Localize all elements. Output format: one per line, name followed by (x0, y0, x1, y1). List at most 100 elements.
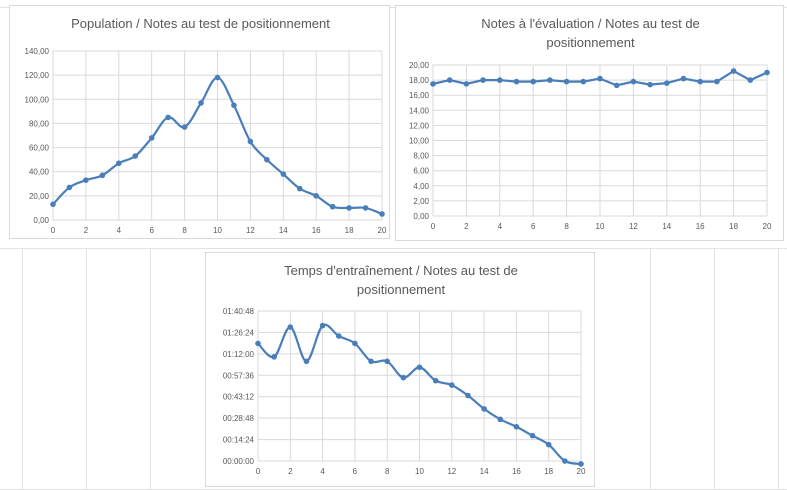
y-tick-label: 01:40:48 (223, 307, 255, 316)
x-tick-label: 10 (415, 467, 424, 476)
data-point[interactable] (66, 184, 73, 191)
data-point[interactable] (165, 114, 171, 121)
data-point[interactable] (730, 68, 737, 74)
y-tick-label: 01:12:00 (223, 350, 255, 359)
chart-title: Population / Notes au test de positionne… (71, 16, 330, 31)
data-point[interactable] (116, 160, 122, 167)
y-tick-label: 00:28:48 (223, 414, 255, 423)
data-point[interactable] (529, 432, 536, 439)
x-tick-label: 16 (312, 226, 321, 235)
data-point[interactable] (547, 77, 553, 83)
y-tick-label: 100,00 (25, 95, 50, 104)
data-point[interactable] (255, 340, 261, 347)
data-point[interactable] (480, 77, 486, 83)
x-tick-label: 0 (51, 226, 56, 235)
data-point[interactable] (231, 102, 237, 109)
data-point[interactable] (362, 205, 369, 211)
data-point[interactable] (287, 324, 294, 330)
y-tick-label: 6,00 (413, 167, 429, 176)
plot-area (52, 50, 383, 221)
data-point[interactable] (271, 354, 277, 360)
data-point[interactable] (545, 441, 552, 448)
data-point[interactable] (764, 69, 770, 76)
data-point[interactable] (132, 153, 139, 159)
y-tick-label: 20,00 (29, 192, 50, 201)
x-tick-label: 18 (544, 467, 553, 476)
data-point[interactable] (513, 78, 520, 85)
data-point[interactable] (563, 78, 570, 85)
data-point[interactable] (530, 78, 536, 85)
data-point[interactable] (400, 374, 407, 381)
chart-title: Temps d'entraînement / Notes au test de (284, 263, 518, 278)
y-tick-label: 18,00 (409, 76, 430, 85)
data-point[interactable] (465, 392, 471, 399)
x-tick-label: 0 (431, 222, 436, 231)
data-point[interactable] (697, 78, 703, 85)
data-point[interactable] (497, 416, 504, 423)
y-tick-label: 00:43:12 (223, 393, 255, 402)
training-time-chart[interactable]: Temps d'entraînement / Notes au test de p… (205, 252, 595, 487)
x-tick-label: 20 (378, 226, 387, 235)
data-point[interactable] (562, 458, 568, 464)
plot-area (432, 64, 768, 217)
data-point[interactable] (481, 406, 487, 412)
data-point[interactable] (416, 364, 423, 371)
data-point[interactable] (264, 156, 270, 163)
data-point[interactable] (630, 78, 637, 85)
data-point[interactable] (432, 377, 439, 384)
y-tick-label: 0,00 (413, 212, 429, 221)
data-point[interactable] (384, 358, 390, 365)
data-point[interactable] (680, 75, 687, 82)
x-tick-label: 6 (353, 467, 358, 476)
data-point[interactable] (379, 211, 385, 217)
data-point[interactable] (83, 177, 89, 183)
data-point[interactable] (148, 135, 155, 141)
x-tick-label: 10 (596, 222, 605, 231)
data-point[interactable] (303, 358, 310, 365)
data-point[interactable] (99, 172, 106, 179)
data-point[interactable] (346, 205, 352, 211)
data-point[interactable] (335, 333, 342, 339)
data-point[interactable] (597, 75, 603, 82)
y-tick-label: 16,00 (409, 91, 430, 100)
data-point[interactable] (181, 124, 188, 130)
data-point[interactable] (449, 382, 455, 388)
data-point[interactable] (613, 82, 620, 89)
x-tick-label: 16 (512, 467, 521, 476)
chart-title: positionnement (546, 35, 635, 50)
x-tick-label: 4 (320, 467, 325, 476)
data-point[interactable] (463, 81, 470, 87)
data-point[interactable] (497, 77, 503, 83)
data-point[interactable] (214, 74, 221, 81)
y-tick-label: 40,00 (29, 168, 50, 177)
data-point[interactable] (313, 193, 320, 199)
x-tick-label: 12 (246, 226, 255, 235)
data-point[interactable] (198, 100, 204, 106)
data-point[interactable] (296, 185, 303, 192)
data-point[interactable] (446, 77, 453, 83)
data-point[interactable] (352, 340, 358, 347)
data-point[interactable] (580, 78, 587, 85)
y-tick-label: 00:14:24 (223, 436, 255, 445)
data-point[interactable] (430, 81, 436, 87)
data-point[interactable] (714, 78, 720, 85)
data-point[interactable] (50, 201, 56, 208)
x-tick-label: 4 (117, 226, 122, 235)
data-point[interactable] (247, 138, 254, 145)
evaluation-chart[interactable]: Notes à l'évaluation / Notes au test de p… (395, 5, 784, 241)
population-chart[interactable]: Population / Notes au test de positionne… (9, 5, 390, 239)
y-tick-label: 01:26:24 (223, 328, 255, 337)
data-point[interactable] (329, 203, 336, 210)
chart-title: Notes à l'évaluation / Notes au test de (481, 16, 700, 31)
data-point[interactable] (664, 80, 670, 86)
data-point[interactable] (319, 322, 326, 329)
y-tick-label: 4,00 (413, 182, 429, 191)
x-tick-label: 10 (213, 226, 222, 235)
data-point[interactable] (647, 81, 653, 88)
data-point[interactable] (280, 171, 287, 177)
data-point[interactable] (747, 77, 754, 83)
data-point[interactable] (368, 358, 374, 365)
data-point[interactable] (578, 461, 584, 467)
x-tick-label: 6 (149, 226, 154, 235)
data-point[interactable] (513, 423, 520, 430)
